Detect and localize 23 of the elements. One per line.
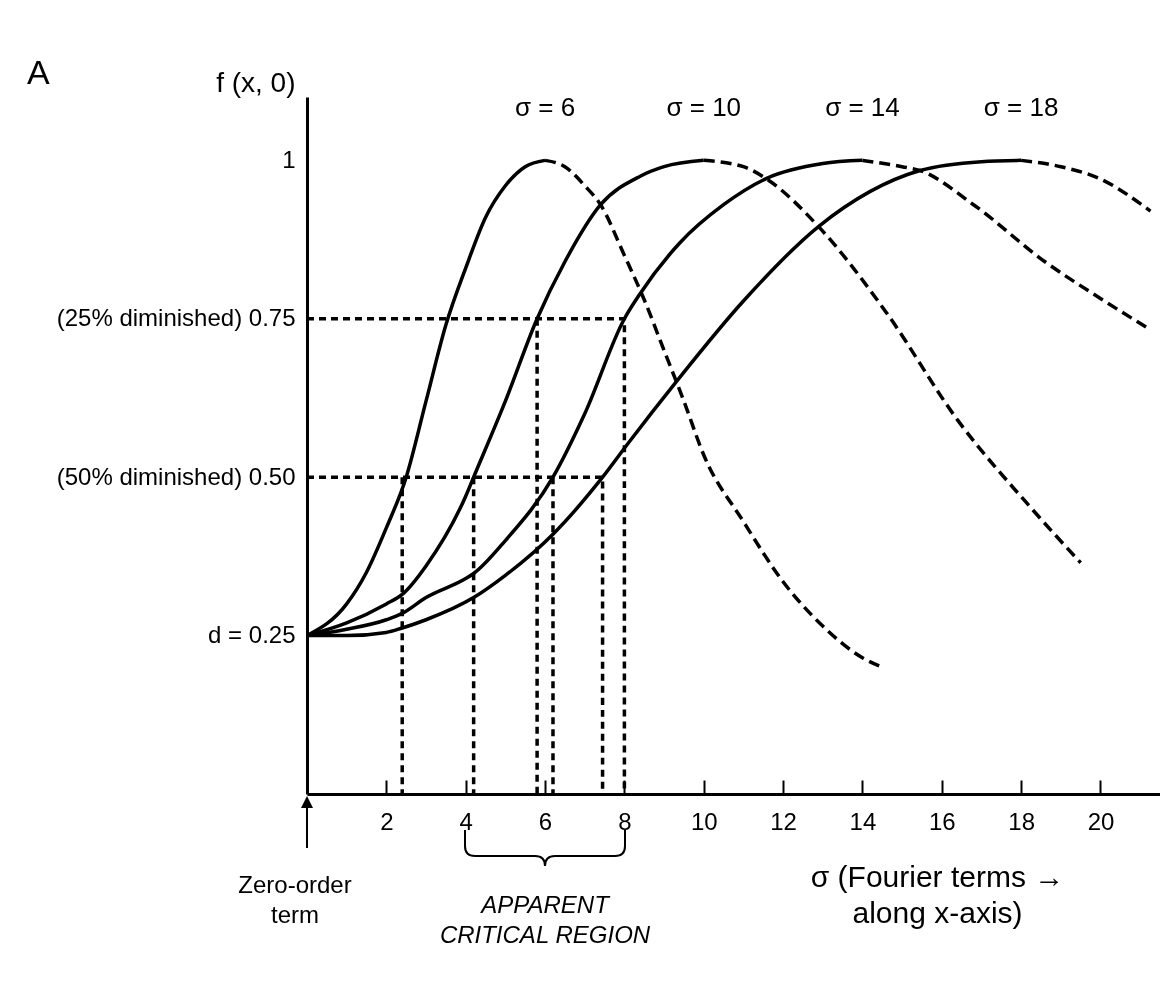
- series-label: σ = 14: [825, 92, 900, 123]
- x-tick-label: 6: [538, 807, 553, 835]
- x-tick-label: 2: [380, 807, 394, 835]
- series-label: σ = 6: [514, 92, 576, 123]
- x-tick-label: 14: [849, 807, 877, 835]
- x-tick-label: 12: [770, 807, 797, 835]
- y-tick-label: (50% diminished) 0.50: [56, 462, 296, 490]
- y-tick-label: d = 0.25: [208, 621, 296, 649]
- series-label: σ = 18: [983, 92, 1059, 123]
- x-tick-label: 20: [1087, 807, 1115, 835]
- y-tick-label: (25% diminished) 0.75: [56, 304, 296, 332]
- x-tick-label: 18: [1008, 807, 1035, 835]
- y-axis-title: f (x, 0): [216, 66, 296, 98]
- x-tick-label: 16: [928, 807, 956, 835]
- x-axis-title: σ (Fourier terms → along x-axis): [810, 859, 1065, 929]
- series-label: σ = 10: [666, 92, 742, 123]
- y-tick-label: 1: [282, 145, 296, 173]
- text: APPARENT CRITICAL REGION: [439, 891, 651, 948]
- x-tick-label: 10: [690, 807, 718, 835]
- text: Zero-order term: [238, 871, 352, 928]
- x-tick-label: 4: [459, 807, 473, 835]
- x-tick-label: 8: [618, 807, 632, 835]
- text: A: [27, 53, 50, 91]
